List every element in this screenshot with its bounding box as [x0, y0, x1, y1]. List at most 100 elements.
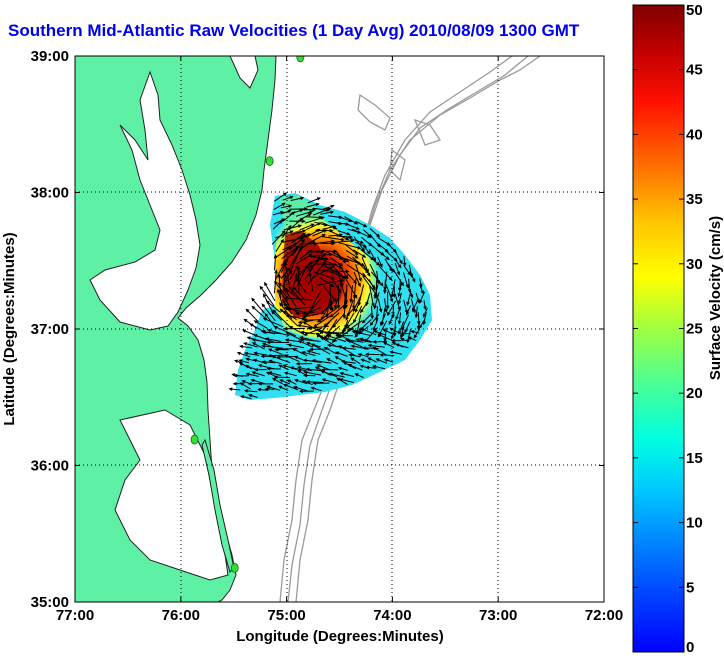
- velocity-vector: [353, 305, 363, 323]
- velocity-arrowhead: [309, 210, 314, 214]
- velocity-arrowhead: [414, 314, 419, 319]
- velocity-arrowhead: [388, 276, 393, 281]
- velocity-arrowhead: [274, 347, 280, 351]
- velocity-vector: [262, 361, 276, 364]
- velocity-arrowhead: [373, 294, 378, 300]
- velocity-arrowhead: [244, 364, 249, 369]
- velocity-arrowhead: [328, 372, 333, 376]
- velocity-vector: [346, 264, 366, 278]
- velocity-arrowhead: [330, 283, 335, 288]
- velocity-arrowhead: [259, 285, 264, 290]
- velocity-arrowhead: [299, 337, 304, 342]
- station-marker: [230, 562, 239, 573]
- velocity-arrowhead: [357, 353, 362, 357]
- velocity-vector: [372, 365, 386, 370]
- velocity-arrowhead: [298, 340, 303, 344]
- velocity-arrowhead: [406, 338, 410, 344]
- velocity-vector: [263, 317, 284, 328]
- velocity-arrowhead: [266, 366, 271, 371]
- velocity-vector: [368, 279, 376, 291]
- chart-title: Southern Mid-Atlantic Raw Velocities (1 …: [8, 21, 580, 40]
- velocity-arrowhead: [406, 311, 410, 316]
- velocity-arrowhead: [314, 366, 319, 370]
- velocity-arrowhead: [302, 358, 307, 363]
- velocity-vector: [377, 256, 383, 268]
- velocity-arrowhead: [261, 344, 266, 348]
- velocity-vector: [415, 292, 420, 303]
- velocity-arrowhead: [357, 246, 362, 250]
- velocity-vector: [291, 232, 306, 244]
- velocity-arrowhead: [302, 321, 307, 325]
- velocity-vector: [237, 352, 251, 358]
- velocity-arrowhead: [294, 246, 299, 251]
- velocity-arrowhead: [382, 341, 387, 346]
- velocity-arrowhead: [276, 288, 281, 293]
- velocity-vector: [356, 338, 372, 343]
- velocity-vector: [240, 382, 251, 390]
- velocity-vector: [274, 281, 289, 300]
- velocity-arrowhead: [409, 294, 414, 299]
- velocity-vector: [282, 211, 295, 222]
- velocity-arrowhead: [254, 367, 259, 372]
- velocity-arrowhead: [232, 381, 237, 386]
- velocity-vector: [289, 326, 307, 336]
- velocity-arrowhead: [303, 373, 308, 378]
- velocity-vector: [272, 378, 283, 385]
- velocity-arrowhead: [301, 380, 306, 384]
- colorbar-tick-label: 35: [686, 191, 703, 208]
- velocity-vector: [344, 235, 364, 244]
- velocity-arrowhead: [358, 277, 362, 282]
- velocity-arrowhead: [273, 253, 278, 259]
- velocity-vector: [305, 216, 322, 218]
- velocity-vector: [303, 306, 322, 316]
- velocity-vector: [307, 253, 332, 258]
- velocity-arrowhead: [288, 269, 292, 274]
- velocity-arrowhead: [294, 272, 298, 278]
- velocity-vector: [299, 249, 312, 260]
- velocity-arrowhead: [343, 275, 348, 279]
- velocity-arrowhead: [420, 290, 424, 295]
- velocity-vector: [423, 311, 427, 325]
- velocity-arrowhead: [346, 312, 350, 317]
- velocity-vector: [410, 298, 416, 313]
- velocity-arrowhead: [402, 262, 407, 267]
- velocity-arrowhead: [326, 358, 331, 362]
- velocity-arrowhead: [257, 382, 262, 386]
- colorbar-label: Surface Velocity (cm/s): [707, 216, 724, 380]
- velocity-arrowhead: [301, 219, 306, 223]
- velocity-vector: [301, 331, 316, 335]
- colorbar-tick-label: 0: [686, 639, 694, 656]
- velocity-arrowhead: [410, 330, 415, 334]
- velocity-arrowhead: [409, 273, 414, 278]
- velocity-arrowhead: [301, 314, 306, 319]
- grid-lines: [75, 56, 604, 602]
- velocity-vector: [349, 354, 361, 358]
- velocity-arrowhead: [241, 380, 246, 384]
- velocity-vector: [329, 257, 343, 267]
- velocity-vector: [304, 216, 324, 224]
- velocity-arrowhead: [316, 228, 321, 233]
- velocity-arrowhead: [316, 333, 321, 338]
- velocity-arrowhead: [347, 340, 352, 344]
- velocity-arrowhead: [282, 383, 287, 388]
- velocity-vector: [413, 328, 420, 338]
- velocity-vector: [298, 340, 313, 348]
- velocity-arrowhead: [333, 226, 338, 230]
- velocity-vector: [411, 330, 420, 334]
- velocity-vector: [269, 360, 282, 365]
- velocity-vector: [337, 230, 350, 235]
- velocity-arrowhead: [288, 224, 292, 229]
- velocity-arrowhead: [423, 306, 427, 311]
- velocity-vector: [286, 314, 307, 321]
- velocity-arrowhead: [270, 355, 276, 359]
- velocity-vector: [278, 364, 289, 371]
- velocity-vector: [246, 309, 259, 323]
- velocity-arrowhead: [287, 267, 291, 272]
- velocity-arrowhead: [334, 304, 338, 310]
- colorbar-tick-label: 15: [686, 450, 703, 467]
- velocity-arrowhead: [282, 299, 286, 304]
- velocity-vector: [355, 373, 365, 379]
- velocity-vector: [314, 240, 335, 245]
- velocity-vector: [345, 271, 357, 284]
- velocity-arrowhead: [234, 359, 239, 363]
